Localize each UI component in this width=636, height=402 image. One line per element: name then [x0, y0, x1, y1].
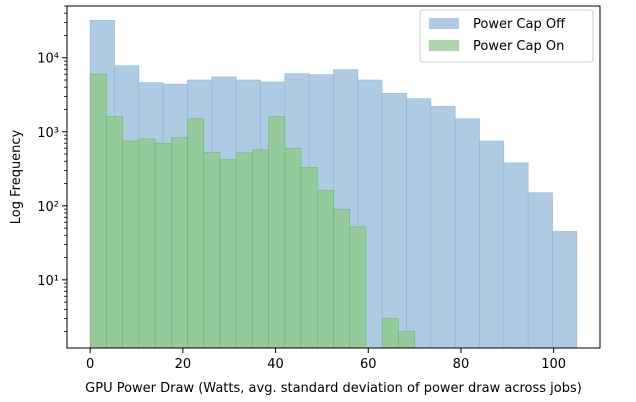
x-tick-label: 20: [175, 357, 192, 372]
histogram-bar-on: [219, 159, 237, 349]
x-axis-ticks: 0 20 40 60 80 100: [86, 348, 566, 372]
histogram-bar-off: [454, 118, 480, 349]
y-tick-label: 10¹: [37, 274, 59, 289]
y-axis-label: Log Frequency: [9, 129, 24, 224]
histogram-bar-off: [430, 106, 456, 349]
x-axis-label: GPU Power Draw (Watts, avg. standard dev…: [85, 381, 582, 396]
x-tick-label: 60: [360, 357, 377, 372]
histogram-bar-off: [479, 140, 505, 349]
histogram-bar-on: [300, 167, 318, 349]
x-tick-label: 0: [86, 357, 94, 372]
histogram-bar-on: [187, 118, 205, 349]
histogram-bar-on: [349, 226, 367, 349]
legend-box: [419, 9, 594, 63]
histogram-bar-on: [138, 138, 156, 349]
y-tick-label: 10²: [37, 200, 59, 215]
y-tick-label: 10⁴: [37, 52, 59, 67]
x-tick-label: 40: [267, 357, 284, 372]
histogram-bar-on: [252, 149, 269, 349]
legend-label-power-cap-on: Power Cap On: [473, 39, 564, 54]
histogram-bar-on: [284, 147, 302, 349]
histogram-bar-off: [406, 98, 432, 349]
histogram-bar-on: [106, 116, 123, 349]
histogram-bar-on: [333, 208, 351, 349]
legend-label-power-cap-off: Power Cap Off: [473, 17, 566, 32]
histogram-bar-off: [552, 231, 578, 349]
histogram-bar-off: [503, 162, 529, 349]
histogram-bar-on: [268, 116, 286, 349]
histogram-bar-on: [170, 137, 188, 349]
histogram-bar-on: [122, 140, 140, 349]
plot-area-frame: [66, 5, 601, 349]
y-axis-ticks: 10¹ 10² 10³ 10⁴: [37, 5, 67, 332]
histogram-bar-on: [89, 73, 107, 349]
legend-swatch-power-cap-on: [429, 40, 459, 51]
histogram-bar-on: [316, 190, 334, 349]
histogram-bar-on: [398, 331, 415, 349]
series-power-cap-on-bars: [89, 73, 415, 349]
x-tick-label: 100: [541, 357, 566, 372]
histogram-bar-on: [235, 152, 253, 349]
legend: Power Cap Off Power Cap On: [419, 9, 594, 63]
histogram-bar-on: [381, 318, 399, 349]
legend-swatch-power-cap-off: [429, 18, 459, 29]
histogram-bar-off: [527, 192, 553, 349]
histogram-bar-off: [381, 93, 407, 349]
x-tick-label: 80: [453, 357, 470, 372]
y-tick-label: 10³: [37, 126, 59, 141]
histogram-bar-on: [154, 142, 172, 349]
histogram-bar-on: [203, 151, 221, 349]
